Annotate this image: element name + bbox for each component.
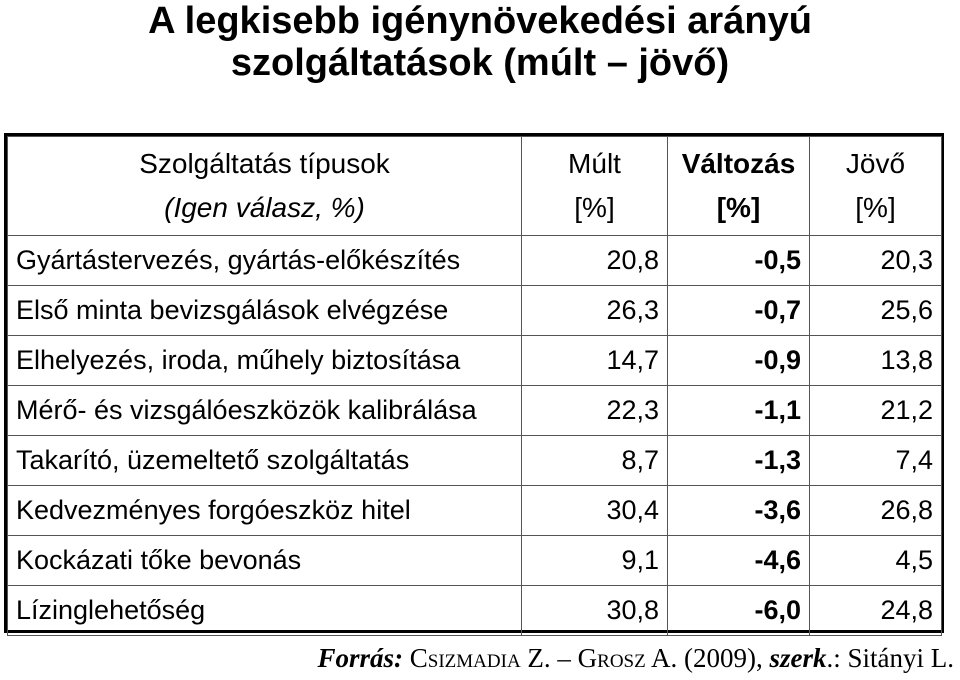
row-past-value: 30,8 xyxy=(521,585,668,636)
table-row: Első minta bevizsgálások elvégzése 26,3 … xyxy=(7,285,942,336)
row-past-value: 20,8 xyxy=(521,235,668,286)
row-future-value: 21,2 xyxy=(809,385,942,436)
row-change-value: -4,6 xyxy=(667,535,810,586)
header-past: Múlt [%] xyxy=(521,136,668,236)
header-service-types-label: Szolgáltatás típusok xyxy=(139,148,390,179)
source-editor-name: .: Sitányi L. xyxy=(826,643,955,673)
header-past-label: Múlt xyxy=(568,148,621,179)
row-past-value: 8,7 xyxy=(521,435,668,486)
row-change-value: -0,5 xyxy=(667,235,810,286)
row-past-value: 30,4 xyxy=(521,485,668,536)
row-future-value: 7,4 xyxy=(809,435,942,486)
title-line-2: szolgáltatások (múlt – jövő) xyxy=(230,42,730,84)
source-authors: Csizmadia Z. – Grosz A. (2009), xyxy=(409,643,763,673)
source-editor-label: szerk xyxy=(769,643,827,673)
header-change-label: Változás xyxy=(681,148,796,179)
row-future-value: 20,3 xyxy=(809,235,942,286)
row-service-name: Kockázati tőke bevonás xyxy=(7,535,522,586)
row-future-value: 4,5 xyxy=(809,535,942,586)
row-future-value: 13,8 xyxy=(809,335,942,386)
source-citation: Forrás: Csizmadia Z. – Grosz A. (2009), … xyxy=(318,640,955,676)
table-row: Kedvezményes forgóeszköz hitel 30,4 -3,6… xyxy=(7,485,942,536)
row-change-value: -1,1 xyxy=(667,385,810,436)
table-row: Elhelyezés, iroda, műhely biztosítása 14… xyxy=(7,335,942,386)
page-title: A legkisebb igénynövekedési arányú szolg… xyxy=(0,0,960,84)
row-change-value: -6,0 xyxy=(667,585,810,636)
header-past-unit: [%] xyxy=(574,192,615,223)
header-service-types-note: (Igen válasz, %) xyxy=(164,192,365,223)
row-service-name: Mérő- és vizsgálóeszközök kalibrálása xyxy=(7,385,522,436)
header-future: Jövő [%] xyxy=(809,136,942,236)
table-row: Kockázati tőke bevonás 9,1 -4,6 4,5 xyxy=(7,535,942,586)
table-header-row: Szolgáltatás típusok (Igen válasz, %) Mú… xyxy=(7,136,942,236)
source-label: Forrás: xyxy=(317,643,404,673)
row-change-value: -0,7 xyxy=(667,285,810,336)
row-change-value: -1,3 xyxy=(667,435,810,486)
table-row: Takarító, üzemeltető szolgáltatás 8,7 -1… xyxy=(7,435,942,486)
row-service-name: Lízinglehetőség xyxy=(7,585,522,636)
table-row: Lízinglehetőség 30,8 -6,0 24,8 xyxy=(7,585,942,636)
row-service-name: Elhelyezés, iroda, műhely biztosítása xyxy=(7,335,522,386)
services-table-container: Szolgáltatás típusok (Igen válasz, %) Mú… xyxy=(4,133,944,636)
services-table: Szolgáltatás típusok (Igen válasz, %) Mú… xyxy=(7,136,942,636)
row-service-name: Első minta bevizsgálások elvégzése xyxy=(7,285,522,336)
row-service-name: Kedvezményes forgóeszköz hitel xyxy=(7,485,522,536)
header-future-label: Jövő xyxy=(845,148,906,179)
row-past-value: 9,1 xyxy=(521,535,668,586)
table-row: Mérő- és vizsgálóeszközök kalibrálása 22… xyxy=(7,385,942,436)
table-row: Gyártástervezés, gyártás-előkészítés 20,… xyxy=(7,235,942,286)
row-change-value: -0,9 xyxy=(667,335,810,386)
row-future-value: 24,8 xyxy=(809,585,942,636)
row-past-value: 22,3 xyxy=(521,385,668,436)
row-past-value: 26,3 xyxy=(521,285,668,336)
row-service-name: Takarító, üzemeltető szolgáltatás xyxy=(7,435,522,486)
header-service-types: Szolgáltatás típusok (Igen válasz, %) xyxy=(7,136,522,236)
title-line-1: A legkisebb igénynövekedési arányú xyxy=(148,0,812,42)
row-future-value: 26,8 xyxy=(809,485,942,536)
row-service-name: Gyártástervezés, gyártás-előkészítés xyxy=(7,235,522,286)
row-past-value: 14,7 xyxy=(521,335,668,386)
header-future-unit: [%] xyxy=(855,192,896,223)
row-change-value: -3,6 xyxy=(667,485,810,536)
row-future-value: 25,6 xyxy=(809,285,942,336)
header-change-unit: [%] xyxy=(716,192,761,223)
header-change: Változás [%] xyxy=(667,136,810,236)
